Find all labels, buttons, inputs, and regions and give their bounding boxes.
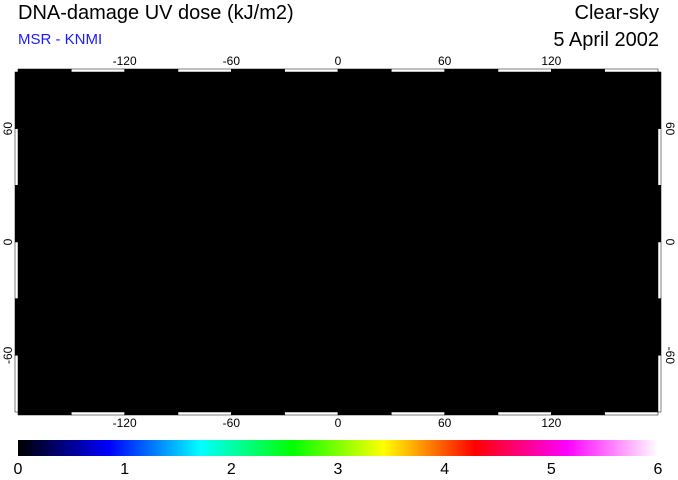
lon-ticks-bottom: -120 -60 0 60 120 xyxy=(113,416,562,430)
frame-segment-top xyxy=(284,68,339,73)
frame-segment-left xyxy=(14,128,19,186)
frame-segment-right xyxy=(657,71,662,129)
lon-tick-top: 120 xyxy=(541,54,561,68)
south-america-outline xyxy=(185,215,279,345)
lon-tick-bottom: -120 xyxy=(113,416,137,430)
lat-tick-left: 60 xyxy=(1,122,15,136)
graticule xyxy=(18,184,658,300)
lat-tick-right: -60 xyxy=(663,347,677,365)
frame-segment-top xyxy=(17,68,72,73)
frame-segment-left xyxy=(14,355,19,413)
lon-tick-top: -120 xyxy=(113,54,137,68)
frame-segment-bottom xyxy=(604,411,659,416)
frame-segment-top xyxy=(337,68,392,73)
frame-segment-right xyxy=(657,298,662,356)
date: 5 April 2002 xyxy=(553,29,659,51)
colorbar-label: 1 xyxy=(120,461,129,478)
lat-tick-right: 0 xyxy=(663,239,677,246)
lon-tick-top: -60 xyxy=(223,54,241,68)
lon-tick-top: 0 xyxy=(335,54,342,68)
frame-segment-bottom xyxy=(177,411,232,416)
frame-segment-bottom xyxy=(337,411,392,416)
frame-segment-left xyxy=(14,71,19,129)
frame-segment-bottom xyxy=(284,411,339,416)
lat-tick-right: 60 xyxy=(663,122,677,136)
lat-ticks-left: 60 0 -60 xyxy=(1,122,15,364)
lat-ticks-right: 60 0 -60 xyxy=(663,122,677,364)
colorbar-label: 5 xyxy=(547,461,556,478)
frame-segment-top xyxy=(551,68,605,73)
frame-segment-top xyxy=(444,68,499,73)
greenland-outline xyxy=(251,87,311,133)
frame-segment-top xyxy=(177,68,232,73)
frame-segment-bottom xyxy=(497,411,552,416)
colorbar-label: 0 xyxy=(14,461,23,478)
frame-segment-bottom xyxy=(551,411,605,416)
frame-segment-top xyxy=(231,68,285,73)
australia-outline xyxy=(545,261,621,313)
frame-segment-bottom xyxy=(444,411,499,416)
frame-segment-top xyxy=(391,68,445,73)
frame-segment-top xyxy=(497,68,552,73)
colorbar-label: 3 xyxy=(334,461,343,478)
frame-segment-left xyxy=(14,241,19,299)
frame-segment-right xyxy=(657,128,662,186)
title: DNA-damage UV dose (kJ/m2) xyxy=(18,2,294,24)
colorbar-label: 2 xyxy=(227,461,236,478)
frame-segment-right xyxy=(657,185,662,243)
frame-segment-bottom xyxy=(124,411,179,416)
lon-tick-bottom: -60 xyxy=(223,416,241,430)
frame-segment-left xyxy=(14,185,19,243)
frame-segment-right xyxy=(657,241,662,299)
lat-tick-left: 0 xyxy=(1,238,15,245)
land-outlines xyxy=(39,87,651,345)
lon-tick-top: 60 xyxy=(438,54,452,68)
colorbar-label: 4 xyxy=(440,461,449,478)
frame-segment-right xyxy=(657,355,662,413)
frame-segment-bottom xyxy=(231,411,285,416)
europe-outline xyxy=(325,129,411,171)
lon-tick-bottom: 60 xyxy=(438,416,452,430)
frame-segment-left xyxy=(14,298,19,356)
subtitle: MSR - KNMI xyxy=(18,31,103,48)
lat-tick-left: -60 xyxy=(1,346,15,364)
colorbar xyxy=(18,440,658,456)
frame-segment-top xyxy=(71,68,125,73)
map-frame xyxy=(14,68,662,416)
frame-segment-top xyxy=(604,68,659,73)
asia-outline xyxy=(409,107,651,223)
frame-segment-bottom xyxy=(71,411,125,416)
lon-tick-bottom: 0 xyxy=(335,416,342,430)
africa-outline xyxy=(309,175,423,317)
frame-segment-top xyxy=(124,68,179,73)
lon-tick-bottom: 120 xyxy=(541,416,561,430)
frame-segment-bottom xyxy=(391,411,445,416)
sky-condition: Clear-sky xyxy=(574,2,659,24)
colorbar-labels: 0 1 2 3 4 5 6 xyxy=(14,461,663,478)
north-america-outline xyxy=(39,99,223,217)
colorbar-label: 6 xyxy=(654,461,663,478)
frame-segment-bottom xyxy=(17,411,72,416)
lon-ticks-top: -120 -60 0 60 120 xyxy=(113,54,562,68)
